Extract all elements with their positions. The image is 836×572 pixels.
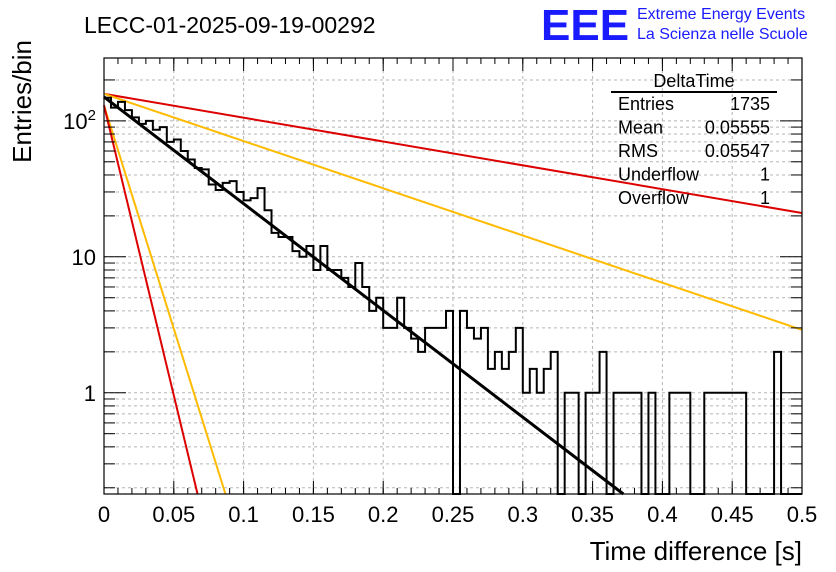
x-tick-label: 0.05 xyxy=(152,502,195,527)
stats-box: DeltaTime Entries 1735 Mean 0.05555 RMS 0.055… xyxy=(611,71,777,208)
y-tick-exponent: 2 xyxy=(88,107,96,124)
stats-row-label: Overflow xyxy=(618,188,690,208)
x-tick-label: 0.15 xyxy=(292,502,335,527)
x-tick-label: 0 xyxy=(98,502,110,527)
eee-logo: EEE Extreme Energy Events La Scienza nel… xyxy=(541,1,808,50)
y-axis-label: Entries/bin xyxy=(7,40,37,163)
x-tick-label: 0.35 xyxy=(571,502,614,527)
x-tick-label: 0.3 xyxy=(508,502,539,527)
fit-line-5 xyxy=(103,105,199,495)
y-tick-label: 10 xyxy=(72,245,96,270)
x-axis-label: Time difference [s] xyxy=(590,536,802,566)
stats-box-title: DeltaTime xyxy=(653,71,734,91)
x-tick-label: 0.1 xyxy=(228,502,259,527)
x-tick-label: 0.2 xyxy=(368,502,399,527)
x-tick-label: 0.4 xyxy=(647,502,678,527)
y-tick-label: 102 xyxy=(63,107,96,134)
fit-line-1 xyxy=(103,95,625,496)
stats-rows: Entries 1735 Mean 0.05555 RMS 0.05547Underflo… xyxy=(618,94,770,208)
stats-row-value: 0.05555 xyxy=(705,118,770,138)
x-tick-label: 0.25 xyxy=(432,502,475,527)
histogram-series xyxy=(104,96,802,495)
axes: 0 0.05 0.1 0.15 0.2 0.25 0.3 0.35 0.4 0.45 0.51101… xyxy=(63,58,817,527)
stats-row-value: 1 xyxy=(760,188,770,208)
y-tick-base: 10 xyxy=(63,109,87,134)
chart-title: LECC-01-2025-09-19-00292 xyxy=(84,12,376,38)
logo-line-2: La Scienza nelle Scuole xyxy=(637,26,808,43)
y-tick-label: 1 xyxy=(84,381,96,406)
x-tick-label: 0.5 xyxy=(787,502,818,527)
stats-row-value: 1 xyxy=(760,165,770,185)
stats-row-label: RMS xyxy=(618,141,658,161)
stats-row-label: Mean xyxy=(618,118,663,138)
fit-lines xyxy=(103,92,803,496)
fit-line-2 xyxy=(103,92,803,214)
fit-line-3 xyxy=(103,92,803,331)
stats-row-label: Underflow xyxy=(618,165,700,185)
logo-mark: EEE xyxy=(541,1,629,50)
logo-line-1: Extreme Energy Events xyxy=(637,6,805,23)
stats-row-value: 0.05547 xyxy=(705,141,770,161)
stats-row-value: 1735 xyxy=(730,94,770,114)
stats-row-label: Entries xyxy=(618,94,674,114)
x-tick-label: 0.45 xyxy=(711,502,754,527)
fit-line-4 xyxy=(103,105,227,495)
